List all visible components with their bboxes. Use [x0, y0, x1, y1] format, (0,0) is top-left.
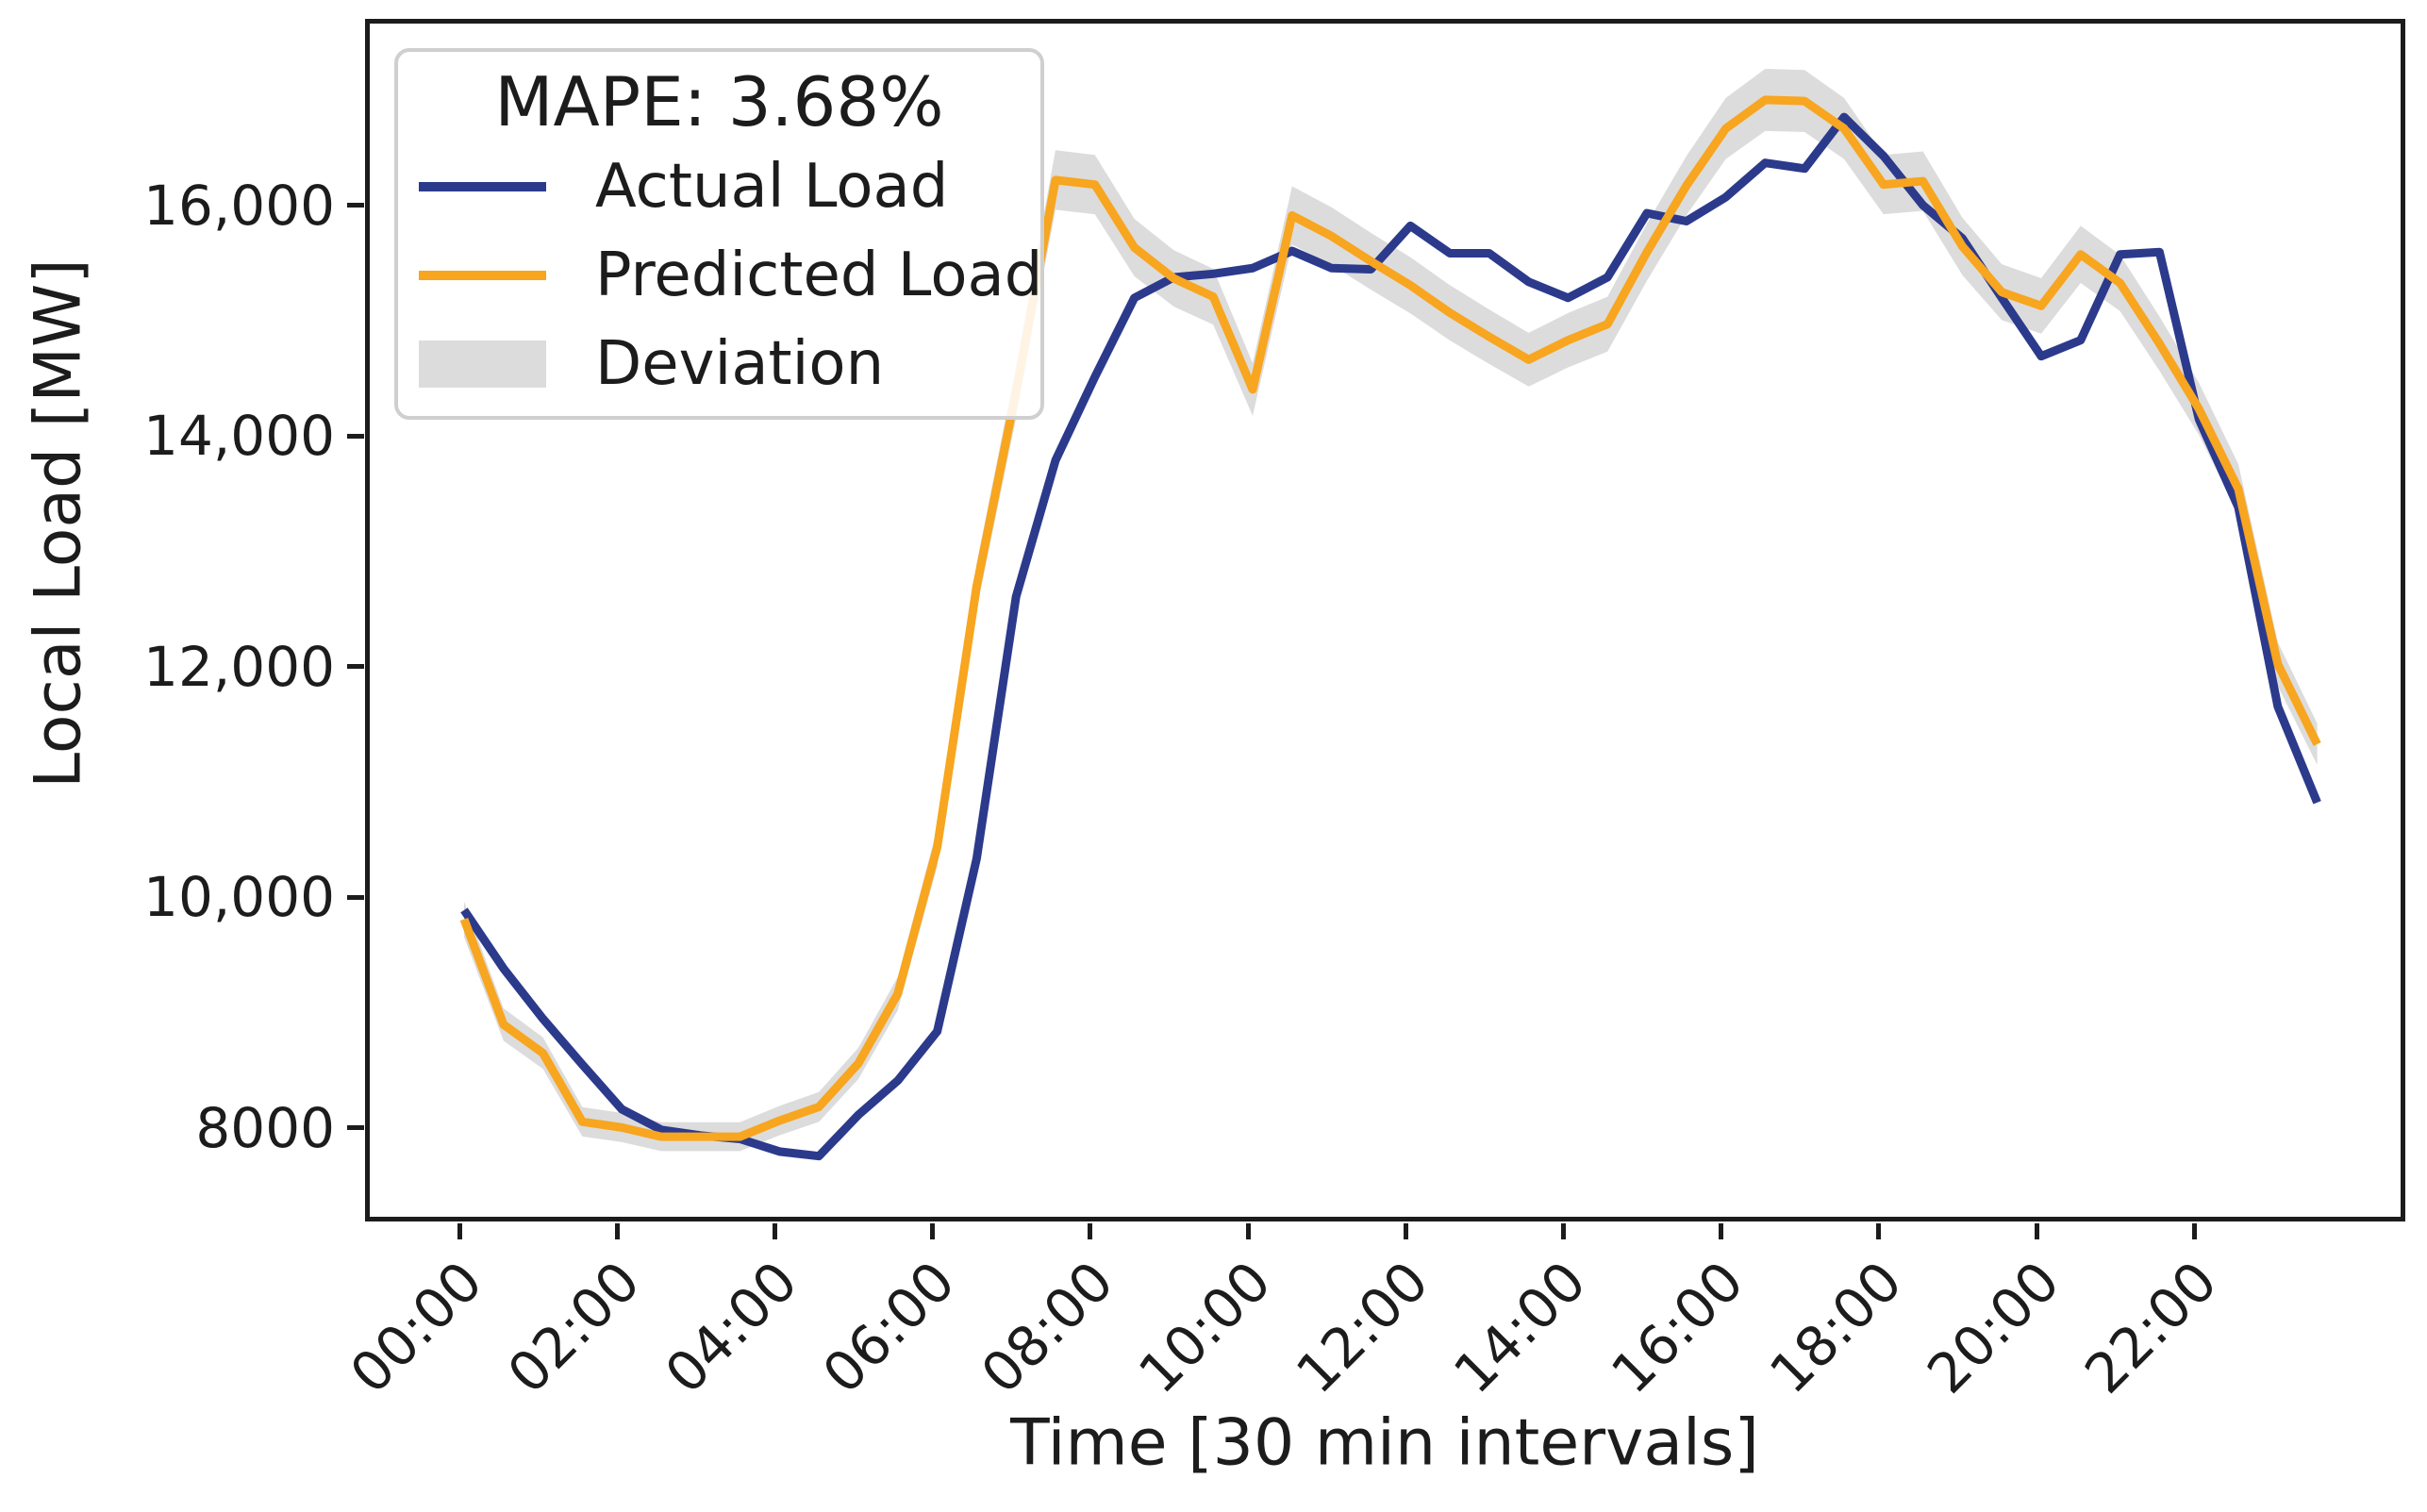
- x-axis-label: Time [30 min intervals]: [1010, 1405, 1759, 1481]
- x-tick-label: 04:00: [653, 1249, 810, 1406]
- x-tick-label: 08:00: [968, 1249, 1126, 1406]
- y-tick-label: 14,000: [143, 404, 335, 469]
- y-tick-label: 16,000: [143, 173, 335, 238]
- swatch-color: [419, 271, 546, 280]
- actual-load-line: [460, 112, 2321, 1161]
- legend-item-label: Predicted Load: [595, 241, 1043, 310]
- x-tick-mark: [2191, 1223, 2197, 1239]
- y-tick-label: 8000: [195, 1095, 335, 1160]
- x-tick-mark: [1403, 1223, 1408, 1239]
- legend-item-predicted-load: Predicted Load: [398, 231, 1043, 320]
- x-tick-mark: [2034, 1223, 2039, 1239]
- legend-line-swatch: [419, 182, 546, 191]
- x-tick-mark: [772, 1223, 777, 1239]
- x-tick-mark: [1245, 1223, 1251, 1239]
- x-tick-mark: [614, 1223, 620, 1239]
- x-tick-label: 22:00: [2072, 1249, 2230, 1406]
- x-tick-label: 10:00: [1125, 1249, 1284, 1406]
- legend-title: MAPE: 3.68%: [494, 62, 944, 141]
- legend-item-label: Deviation: [595, 329, 885, 399]
- legend-item-deviation: Deviation: [398, 320, 1040, 408]
- y-tick-mark: [347, 433, 364, 439]
- legend-line-swatch: [419, 271, 546, 280]
- y-tick-mark: [347, 894, 364, 900]
- legend-item-actual-load: Actual Load: [398, 142, 1040, 231]
- y-tick-label: 10,000: [143, 865, 335, 930]
- x-tick-mark: [457, 1223, 462, 1239]
- legend-band-swatch: [419, 341, 546, 388]
- x-tick-mark: [930, 1223, 936, 1239]
- x-tick-label: 06:00: [810, 1249, 968, 1406]
- legend-rows: Actual Load Predicted Load Deviation: [398, 142, 1043, 408]
- y-tick-mark: [347, 664, 364, 670]
- x-tick-label: 14:00: [1441, 1249, 1599, 1406]
- y-tick-mark: [347, 203, 364, 208]
- y-axis-label: Local Load [MW]: [21, 258, 96, 789]
- chart-canvas: [459, 69, 2321, 1161]
- y-tick-mark: [347, 1125, 364, 1131]
- swatch-color: [419, 182, 546, 191]
- x-tick-mark: [1560, 1223, 1566, 1239]
- x-tick-mark: [1088, 1223, 1093, 1239]
- legend: MAPE: 3.68% Actual Load Predicted Load Dev…: [394, 48, 1044, 420]
- x-tick-label: 12:00: [1284, 1249, 1441, 1406]
- x-tick-mark: [1876, 1223, 1882, 1239]
- y-tick-label: 12,000: [143, 634, 335, 699]
- x-tick-label: 00:00: [337, 1249, 495, 1406]
- predicted-load-line: [459, 95, 2321, 1141]
- x-tick-label: 20:00: [1914, 1249, 2072, 1406]
- x-tick-label: 02:00: [495, 1249, 653, 1406]
- x-tick-mark: [1719, 1223, 1724, 1239]
- x-tick-label: 18:00: [1756, 1249, 1915, 1406]
- swatch-color: [419, 341, 546, 388]
- x-tick-label: 16:00: [1599, 1249, 1756, 1406]
- legend-item-label: Actual Load: [595, 152, 949, 222]
